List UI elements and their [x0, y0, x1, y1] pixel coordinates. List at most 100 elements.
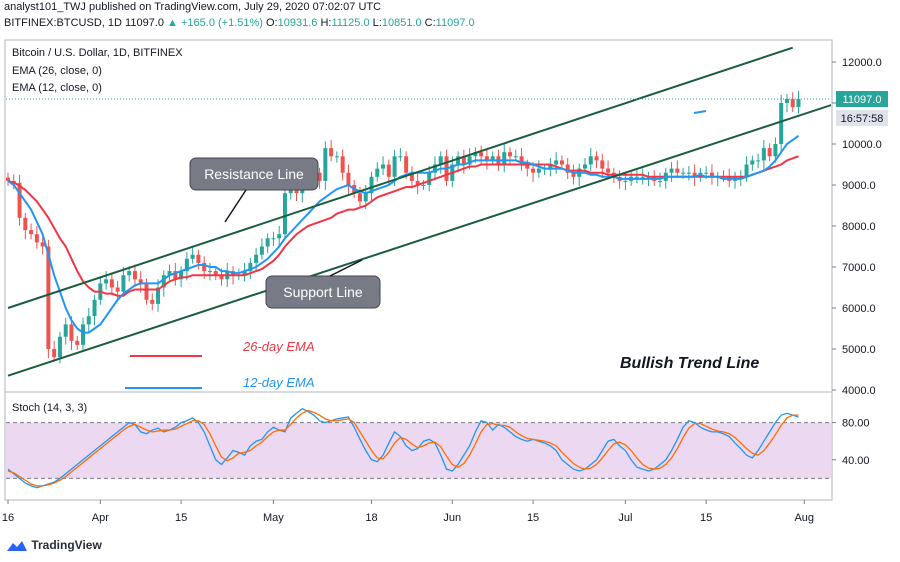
main-pane [6, 46, 831, 377]
high-value: 11125.0 [331, 17, 370, 29]
candle-body [796, 98, 801, 108]
candle-body [86, 316, 91, 325]
candle-body [790, 98, 795, 108]
resistance-box [189, 157, 319, 191]
candle-body [779, 103, 784, 144]
close-label: C: [424, 17, 436, 29]
candle-body [767, 148, 772, 157]
candle-body [357, 193, 362, 202]
candle-body [52, 349, 57, 358]
support-callout: Support Line [265, 259, 381, 309]
publish-line: analyst101_TWJ published on TradingView.… [4, 1, 382, 13]
candle-body [190, 254, 195, 259]
candle-body [115, 287, 120, 292]
countdown-text: 16:57:58 [841, 113, 884, 125]
candle-body [75, 340, 80, 345]
candle-body [184, 258, 189, 272]
candle-body [363, 193, 368, 202]
resistance-pointer [224, 189, 247, 223]
resistance-callout: Resistance Line [189, 157, 319, 223]
candle-body [507, 152, 512, 157]
candle-body [334, 156, 339, 158]
price-axis-label: 8000.0 [842, 221, 876, 233]
candle-body [456, 156, 461, 165]
candle-body [398, 156, 403, 158]
candle-body [265, 238, 270, 247]
candle-body [658, 180, 663, 182]
candle-body [600, 160, 605, 169]
candle-body [692, 172, 697, 177]
stoch-pane: 80.00 40.00 [6, 407, 870, 489]
candle-body [473, 152, 478, 157]
candle-body [202, 262, 207, 272]
candle-body [571, 172, 576, 177]
publish-info: analyst101_TWJ published on TradingView.… [4, 1, 381, 13]
candle-body [288, 189, 293, 194]
price-axis-label: 4000.0 [842, 385, 876, 397]
tradingview-footer[interactable]: TradingView [6, 538, 102, 553]
candle-body [634, 176, 639, 178]
candle-body [23, 217, 28, 231]
stoch-k-line [7, 407, 799, 489]
candle-body [254, 254, 259, 263]
change-value: ▲ +165.0 (+1.51%) [167, 17, 263, 29]
time-axis-label: Jun [443, 512, 461, 524]
candle-body [594, 156, 599, 161]
candle-body [317, 172, 322, 181]
legend-title: Bitcoin / U.S. Dollar, 1D, BITFINEX [12, 47, 183, 59]
candle-body [294, 189, 299, 194]
candle-body [156, 287, 161, 304]
candle-body [421, 185, 426, 186]
price-axis-label: 7000.0 [842, 262, 876, 274]
candle-body [340, 156, 345, 173]
candle-body [502, 152, 507, 165]
low-value: 10851.0 [381, 17, 422, 29]
candle-body [761, 148, 766, 161]
last-price-tag-text: 11097.0 [843, 94, 882, 106]
candle-body [219, 275, 224, 280]
support-pointer [329, 259, 363, 277]
stoch-d-line [7, 409, 799, 487]
candle-body [369, 176, 374, 194]
candle-body [773, 144, 778, 157]
candle-body [213, 271, 218, 276]
time-axis-label: 18 [365, 512, 377, 524]
candle-body [6, 177, 10, 181]
candle-body [144, 283, 149, 300]
candle-body [17, 182, 22, 218]
candle-body [207, 271, 212, 273]
price-axis-label: 5000.0 [842, 344, 876, 356]
candle-body [438, 156, 443, 165]
candle-body [559, 160, 564, 165]
candle-body [46, 246, 51, 349]
time-axis-label: 15 [527, 512, 539, 524]
candle-body [127, 271, 132, 276]
open-label: O: [266, 17, 278, 29]
candle-body [744, 164, 749, 177]
symbol-label: BITFINEX:BTCUSD, 1D [4, 17, 122, 29]
price-axis-label: 12000.0 [842, 57, 882, 69]
candle-body [69, 324, 74, 341]
stoch-axis-label: 40.00 [842, 455, 870, 467]
candle-body [513, 156, 518, 158]
main-pane-frame [4, 39, 833, 393]
time-axis-label: 16 [2, 512, 14, 524]
support-box [265, 275, 381, 309]
candle-body [375, 168, 380, 177]
candle-body [554, 160, 559, 165]
stoch-axis-label: 80.00 [842, 418, 870, 430]
price-axis-label: 9000.0 [842, 180, 876, 192]
close-value: 11097.0 [435, 17, 475, 29]
candle-body [531, 168, 536, 173]
candle-body [81, 324, 86, 345]
candle-body [484, 156, 489, 161]
candle-body [196, 254, 201, 263]
price-axis-label: 6000.0 [842, 303, 876, 315]
time-axis-label: 15 [175, 512, 187, 524]
candle-body [277, 234, 282, 239]
tradingview-logo-icon [7, 540, 27, 551]
candle-body [669, 168, 674, 173]
low-label: L: [372, 17, 382, 29]
candle-body [756, 160, 761, 162]
